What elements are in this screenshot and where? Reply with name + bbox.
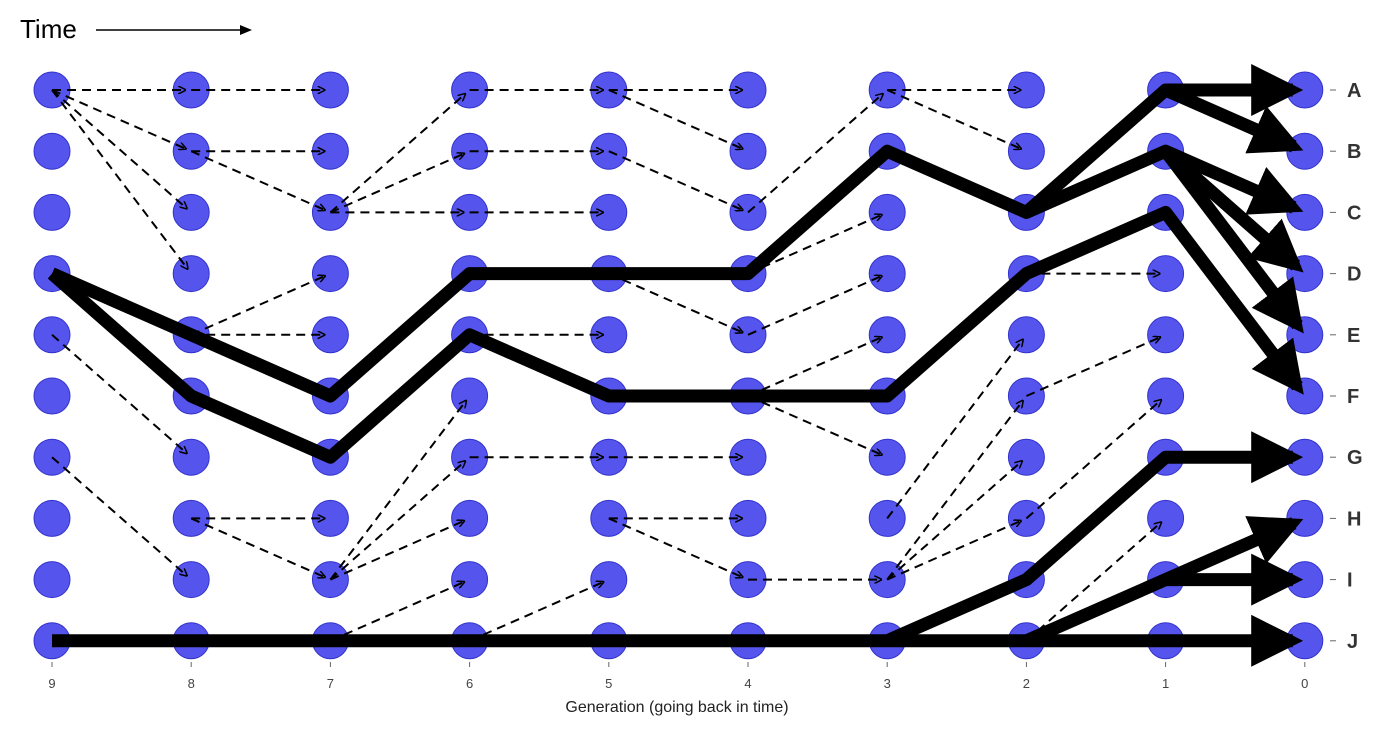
dashed-parent-edge	[747, 337, 882, 397]
dashed-parent-edge	[190, 150, 325, 210]
dashed-parent-edge	[886, 89, 1021, 149]
row-label: G	[1347, 447, 1363, 469]
dashed-parent-edge	[608, 89, 743, 149]
individual-node	[172, 255, 210, 293]
time-arrow-head	[240, 25, 252, 35]
dashed-parent-edge	[747, 94, 883, 214]
dashed-parent-edge	[329, 521, 464, 581]
x-tick-label: 4	[744, 676, 751, 691]
solid-lineage-path	[1162, 84, 1304, 154]
dashed-parent-edge	[51, 456, 187, 575]
row-label: C	[1347, 202, 1361, 224]
individual-node	[311, 255, 349, 293]
dashed-parent-edge	[329, 401, 466, 581]
individual-node	[868, 438, 906, 476]
individual-node	[590, 561, 628, 599]
individual-node	[33, 193, 71, 231]
solid-lineage-path	[1160, 147, 1304, 334]
individual-node	[868, 316, 906, 354]
dashed-parent-edge	[608, 272, 743, 333]
solid-paths-layer	[47, 64, 1304, 667]
dashed-parent-edge	[608, 150, 743, 210]
dashed-parent-edge	[51, 89, 187, 208]
individual-node	[1147, 499, 1185, 537]
dashed-parent-edge	[886, 461, 1022, 581]
solid-lineage-path	[49, 64, 1304, 403]
dashed-parent-edge	[1025, 400, 1161, 520]
individual-node	[33, 132, 71, 170]
individual-node	[1007, 438, 1045, 476]
individual-node	[1007, 316, 1045, 354]
dashed-parent-edge	[886, 521, 1021, 581]
labels-layer: 9 8 7 6 5 4 3 2 1 0 Generation (going back in time…	[48, 80, 1362, 716]
individual-node	[451, 377, 489, 415]
x-tick-label: 9	[48, 676, 55, 691]
individual-node	[868, 255, 906, 293]
dashed-parent-edge	[329, 582, 464, 642]
row-label: E	[1347, 325, 1360, 347]
row-label: B	[1347, 141, 1361, 163]
dashed-parent-edge	[329, 94, 465, 214]
dashed-parent-edge	[747, 215, 882, 275]
dashed-parent-edge	[886, 401, 1023, 581]
dashed-parent-edge	[51, 334, 187, 453]
row-label: J	[1347, 631, 1358, 653]
individual-node	[33, 499, 71, 537]
individual-node	[172, 193, 210, 231]
x-axis-title: Generation (going back in time)	[565, 699, 788, 716]
dashed-parent-edge	[1025, 522, 1161, 642]
x-tick-label: 5	[605, 676, 612, 691]
dashed-parent-edge	[329, 461, 465, 581]
individual-node	[172, 561, 210, 599]
dashed-parent-edge	[469, 582, 604, 642]
x-tick-label: 8	[188, 676, 195, 691]
individual-node	[33, 377, 71, 415]
individual-node	[1147, 316, 1185, 354]
row-label: I	[1347, 570, 1353, 592]
x-tick-label: 7	[327, 676, 334, 691]
x-tick-label: 1	[1162, 676, 1169, 691]
row-label: F	[1347, 386, 1359, 408]
row-label: D	[1347, 264, 1361, 286]
individual-node	[868, 193, 906, 231]
dashed-parent-edge	[51, 89, 186, 149]
dashed-parent-edge	[747, 276, 882, 336]
dashed-parent-edge	[747, 395, 882, 455]
row-label: H	[1347, 508, 1361, 530]
dashed-parent-edge	[51, 89, 188, 269]
dashed-parent-edge	[886, 340, 1023, 520]
x-tick-label: 2	[1023, 676, 1030, 691]
dashed-parent-edge	[190, 276, 325, 336]
individual-node	[33, 561, 71, 599]
individual-node	[451, 561, 489, 599]
row-label: A	[1347, 80, 1361, 102]
dashed-parent-edge	[329, 154, 464, 214]
x-tick-label: 6	[466, 676, 473, 691]
time-label: Time	[20, 14, 77, 44]
solid-lineage-path	[884, 431, 1304, 647]
individual-node	[729, 132, 767, 170]
dashed-parent-edge	[190, 517, 325, 577]
individual-node	[1007, 132, 1045, 170]
dashed-parent-edge	[608, 517, 743, 577]
dashed-edges-layer	[51, 89, 1161, 642]
individual-node	[1147, 377, 1185, 415]
x-tick-label: 3	[884, 676, 891, 691]
individual-node	[451, 499, 489, 537]
solid-lineage-path	[47, 205, 1304, 464]
individual-node	[172, 438, 210, 476]
x-tick-label: 0	[1301, 676, 1308, 691]
dashed-parent-edge	[1025, 337, 1160, 397]
